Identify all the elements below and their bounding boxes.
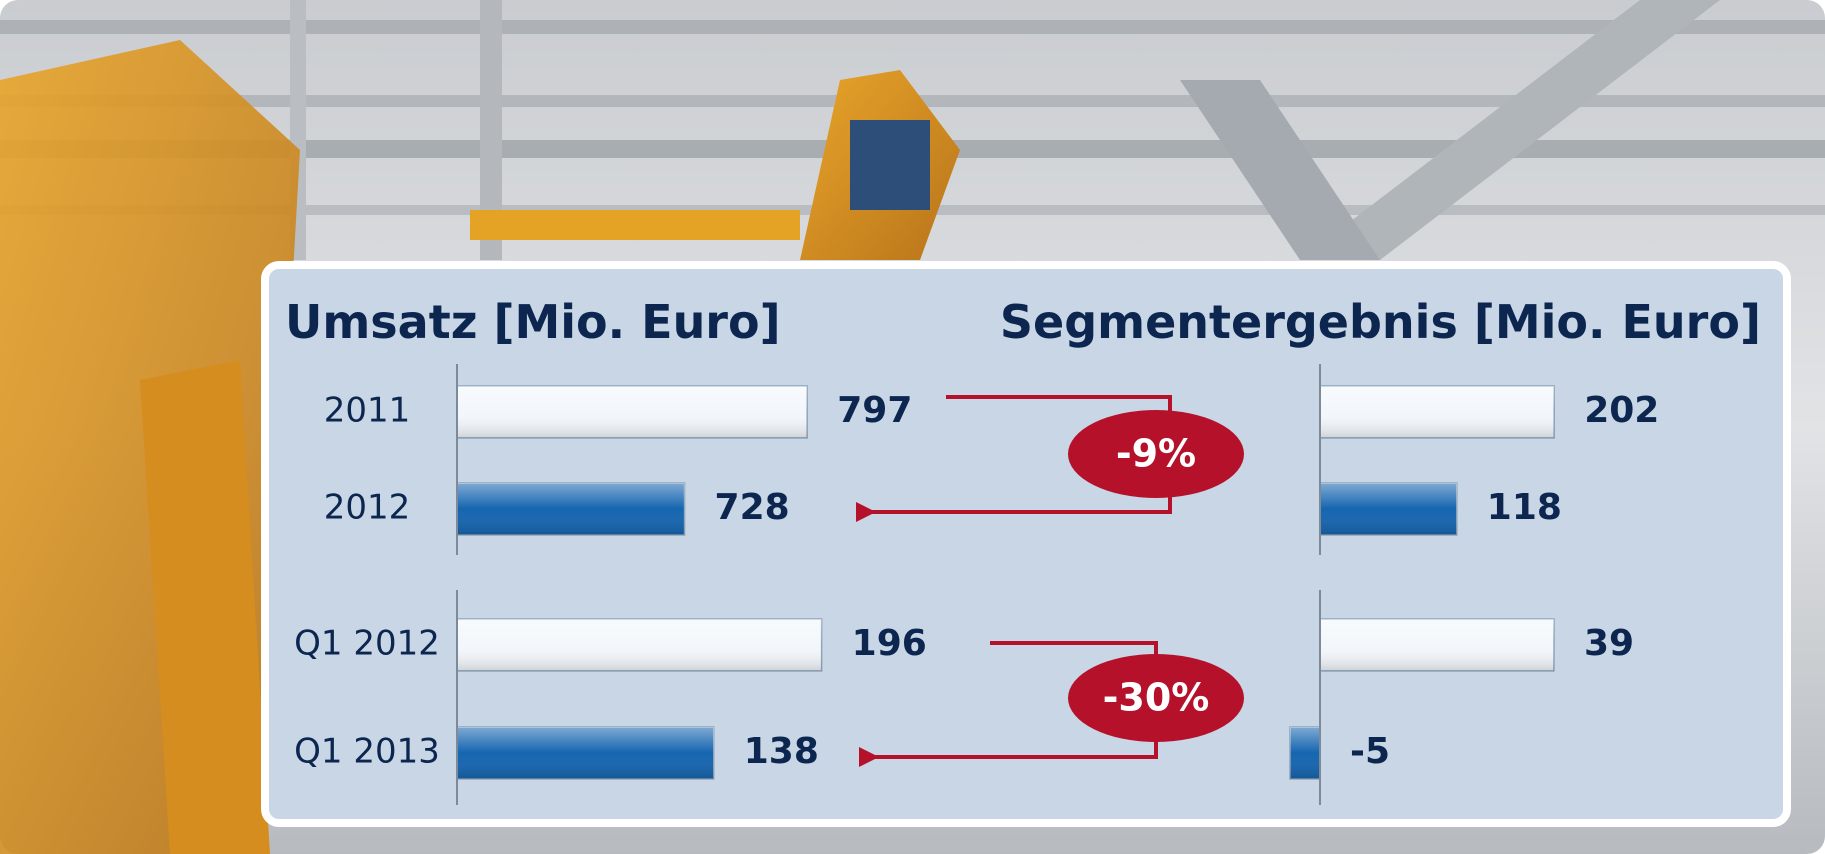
value-label: 202: [1584, 390, 1659, 431]
bar: [1290, 727, 1320, 779]
bar: [457, 483, 685, 535]
bar: [1320, 386, 1554, 438]
chart-title: Segmentergebnis [Mio. Euro]: [1000, 295, 1761, 349]
category-label: 2011: [324, 391, 411, 431]
value-label: 138: [744, 731, 819, 772]
bar: [457, 619, 822, 671]
bar: [1320, 483, 1457, 535]
category-label: Q1 2013: [294, 732, 440, 772]
value-label: 728: [715, 487, 790, 528]
change-label: -9%: [1116, 432, 1196, 476]
chart-title: Umsatz [Mio. Euro]: [285, 295, 781, 349]
change-label: -30%: [1103, 676, 1210, 720]
value-label: 39: [1584, 623, 1634, 664]
value-label: 196: [852, 623, 927, 664]
value-label: -5: [1350, 731, 1390, 772]
slide: Umsatz [Mio. Euro] Segmentergebnis [Mio.…: [0, 0, 1825, 854]
bar: [457, 386, 807, 438]
value-label: 797: [837, 390, 912, 431]
value-label: 118: [1487, 487, 1562, 528]
category-label: 2012: [324, 488, 411, 528]
bar: [1320, 619, 1554, 671]
bar: [457, 727, 714, 779]
category-label: Q1 2012: [294, 624, 440, 664]
